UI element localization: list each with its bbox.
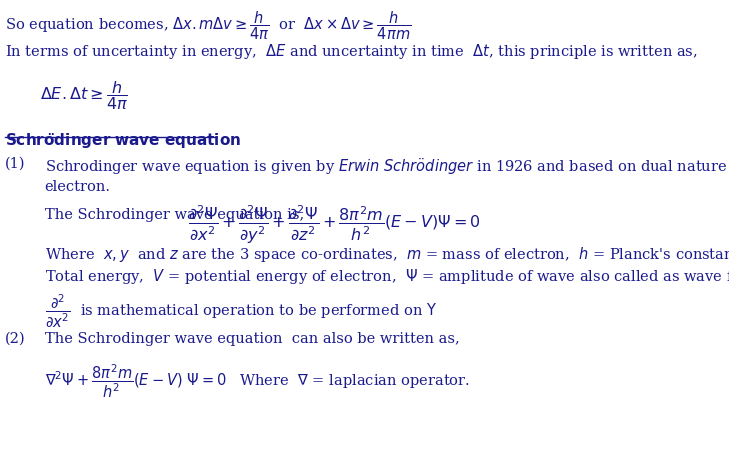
Text: Where  $x, y$  and $z$ are the 3 space co-ordinates,  $m$ = mass of electron,  $: Where $x, y$ and $z$ are the 3 space co-… xyxy=(44,245,729,264)
Text: $\Delta E . \Delta t \geq \dfrac{h}{4\pi}$: $\Delta E . \Delta t \geq \dfrac{h}{4\pi… xyxy=(39,79,128,113)
Text: $\nabla^2\Psi+\dfrac{8\pi^2m}{h^2}(E-V)\ \Psi=0$   Where  $\nabla$ = laplacian o: $\nabla^2\Psi+\dfrac{8\pi^2m}{h^2}(E-V)\… xyxy=(44,362,469,400)
Text: (1): (1) xyxy=(5,156,26,170)
Text: The Schrodinger wave equation  can also be written as,: The Schrodinger wave equation can also b… xyxy=(44,332,459,346)
Text: $\dfrac{\partial^2\Psi}{\partial x^2}+\dfrac{\partial^2\Psi}{\partial y^2}+\dfra: $\dfrac{\partial^2\Psi}{\partial x^2}+\d… xyxy=(188,203,481,246)
Text: Schrodinger wave equation is given by $\mathit{Erwin\ Schr\ddot{o}dinger}$ in 19: Schrodinger wave equation is given by $\… xyxy=(44,156,729,177)
Text: In terms of uncertainty in energy,  $\Delta E$ and uncertainty in time  $\Delta : In terms of uncertainty in energy, $\Del… xyxy=(5,42,698,61)
Text: electron.: electron. xyxy=(44,180,111,194)
Text: So equation becomes, $\Delta x.m\Delta v \geq \dfrac{h}{4\pi}$  or  $\Delta x \t: So equation becomes, $\Delta x.m\Delta v… xyxy=(5,9,411,42)
Text: $\dfrac{\partial^2}{\partial x^2}$  is mathematical operation to be performed on: $\dfrac{\partial^2}{\partial x^2}$ is ma… xyxy=(44,292,437,330)
Text: $\mathbf{Schr\ddot{o}dinger\ wave\ equation}$: $\mathbf{Schr\ddot{o}dinger\ wave\ equat… xyxy=(5,131,241,151)
Text: Total energy,  $V$ = potential energy of electron,  $\Psi$ = amplitude of wave a: Total energy, $V$ = potential energy of … xyxy=(44,267,729,286)
Text: (2): (2) xyxy=(5,332,26,346)
Text: The Schrodinger wave equation is,: The Schrodinger wave equation is, xyxy=(44,208,304,222)
